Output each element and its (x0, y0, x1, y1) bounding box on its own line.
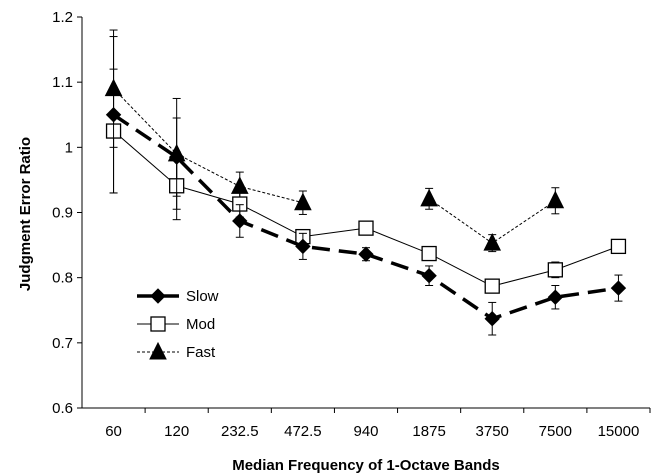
data-point-mod (610, 238, 627, 255)
legend-label-mod: Mod (186, 316, 215, 333)
x-tick-label: 60 (105, 423, 122, 440)
y-tick-label: 1 (65, 139, 73, 156)
series-slow (105, 36, 627, 336)
data-point-mod (421, 245, 437, 262)
data-point-fast (420, 188, 438, 207)
x-tick-label: 232.5 (221, 423, 259, 440)
series-layer (104, 29, 627, 336)
x-tick-label: 120 (164, 423, 189, 440)
y-axis-ticks: 0.6 0.7 0.8 0.9 1 1.1 1.2 (52, 9, 82, 417)
y-tick-label: 0.6 (52, 400, 73, 417)
y-tick-label: 0.9 (52, 205, 73, 222)
legend-marker-fast (149, 341, 167, 360)
data-point-slow (547, 289, 564, 305)
x-tick-label: 7500 (539, 423, 572, 440)
data-point-slow (358, 246, 374, 262)
y-tick-label: 0.8 (52, 270, 73, 287)
data-point-slow (484, 311, 500, 327)
series-line-fast (113, 88, 304, 204)
legend-marker-slow (150, 288, 166, 304)
data-point-mod (358, 220, 374, 236)
y-tick-label: 1.1 (52, 74, 73, 91)
data-point-slow (168, 149, 185, 165)
legend-marker-mod (150, 316, 166, 332)
x-tick-label: 1875 (412, 423, 445, 440)
x-tick-label: 940 (353, 423, 378, 440)
x-tick-label: 472.5 (284, 423, 322, 440)
data-point-mod (547, 262, 563, 278)
data-point-slow (232, 213, 248, 229)
x-tick-label: 3750 (476, 423, 509, 440)
y-tick-label: 1.2 (52, 9, 73, 26)
x-axis-title: Median Frequency of 1-Octave Bands (232, 457, 500, 474)
y-axis-title: Judgment Error Ratio (17, 137, 34, 291)
data-point-mod (484, 278, 500, 294)
axes (81, 17, 650, 409)
data-point-fast (546, 190, 565, 209)
data-point-slow (421, 268, 437, 284)
data-point-slow (610, 280, 627, 296)
data-point-slow (105, 107, 122, 123)
series-fast (104, 29, 565, 253)
data-point-fast (483, 233, 502, 251)
data-point-fast (294, 192, 312, 211)
legend-label-slow: Slow (186, 288, 219, 305)
legend: Slow Mod Fast (137, 288, 219, 361)
x-axis-ticks: 60 120 232.5 472.5 940 1875 3750 7500 15000 (105, 408, 651, 440)
legend-label-fast: Fast (186, 344, 216, 361)
series-line-mod (113, 130, 619, 287)
y-tick-label: 0.7 (52, 335, 73, 352)
data-point-slow (295, 238, 311, 255)
x-tick-label: 15000 (598, 423, 640, 440)
